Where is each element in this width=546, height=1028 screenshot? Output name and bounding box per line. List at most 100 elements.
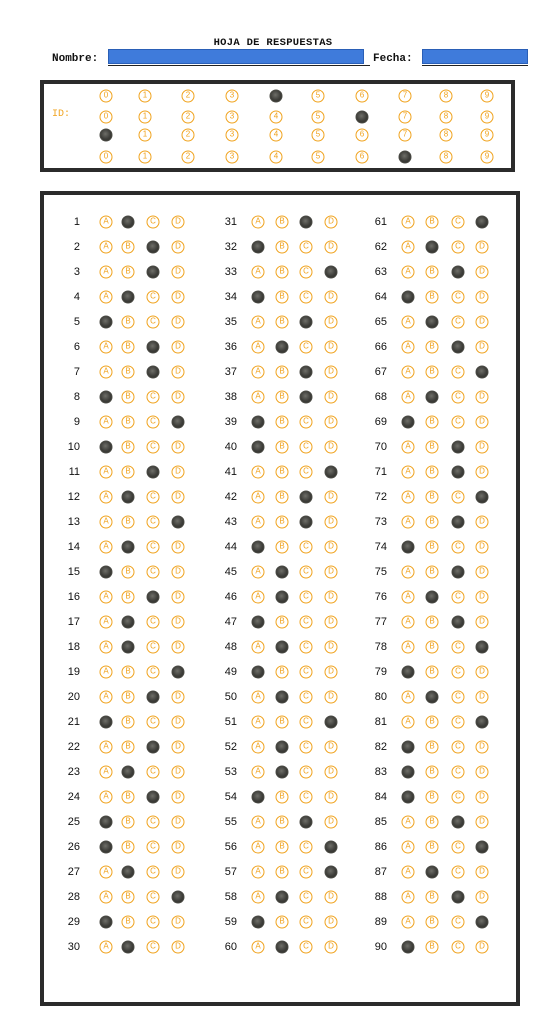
id-bubble[interactable]: 8 [439, 89, 453, 103]
answer-bubble[interactable]: A [401, 565, 415, 579]
answer-bubble[interactable]: A [251, 440, 265, 454]
answer-bubble[interactable]: A [401, 290, 415, 304]
answer-bubble[interactable]: B [275, 240, 289, 254]
answer-bubble[interactable]: A [99, 215, 113, 229]
answer-bubble[interactable]: B [275, 540, 289, 554]
id-bubble[interactable]: 5 [311, 150, 325, 164]
id-bubble[interactable]: 4 [269, 128, 283, 142]
answer-bubble[interactable]: C [299, 290, 313, 304]
answer-bubble[interactable]: A [251, 890, 265, 904]
answer-bubble[interactable]: B [425, 415, 439, 429]
answer-bubble[interactable]: D [475, 690, 489, 704]
id-bubble[interactable]: 2 [181, 89, 195, 103]
id-bubble[interactable]: 1 [138, 128, 152, 142]
answer-bubble[interactable]: D [324, 665, 338, 679]
answer-bubble[interactable]: A [99, 515, 113, 529]
answer-bubble[interactable]: A [401, 940, 415, 954]
id-bubble[interactable]: 8 [439, 110, 453, 124]
answer-bubble[interactable]: B [275, 690, 289, 704]
answer-bubble[interactable]: C [146, 515, 160, 529]
id-bubble[interactable]: 5 [311, 128, 325, 142]
id-bubble[interactable]: 6 [355, 89, 369, 103]
answer-bubble[interactable]: A [99, 915, 113, 929]
answer-bubble[interactable]: C [146, 940, 160, 954]
answer-bubble[interactable]: B [425, 940, 439, 954]
answer-bubble[interactable]: B [275, 215, 289, 229]
answer-bubble[interactable]: B [275, 740, 289, 754]
answer-bubble[interactable]: A [251, 390, 265, 404]
answer-bubble[interactable]: C [451, 865, 465, 879]
answer-bubble[interactable]: B [121, 765, 135, 779]
answer-bubble[interactable]: A [99, 415, 113, 429]
answer-bubble[interactable]: D [171, 590, 185, 604]
answer-bubble[interactable]: A [401, 265, 415, 279]
answer-bubble[interactable]: B [121, 915, 135, 929]
answer-bubble[interactable]: C [451, 615, 465, 629]
answer-bubble[interactable]: D [475, 415, 489, 429]
answer-bubble[interactable]: B [425, 215, 439, 229]
id-bubble[interactable]: 1 [138, 110, 152, 124]
answer-bubble[interactable]: D [324, 490, 338, 504]
answer-bubble[interactable]: A [251, 290, 265, 304]
answer-bubble[interactable]: A [99, 440, 113, 454]
answer-bubble[interactable]: C [146, 540, 160, 554]
answer-bubble[interactable]: A [99, 315, 113, 329]
answer-bubble[interactable]: A [99, 865, 113, 879]
answer-bubble[interactable]: B [121, 715, 135, 729]
answer-bubble[interactable]: C [146, 765, 160, 779]
answer-bubble[interactable]: A [99, 640, 113, 654]
answer-bubble[interactable]: A [251, 765, 265, 779]
answer-bubble[interactable]: A [401, 640, 415, 654]
answer-bubble[interactable]: B [275, 465, 289, 479]
answer-bubble[interactable]: A [401, 240, 415, 254]
answer-bubble[interactable]: B [275, 840, 289, 854]
answer-bubble[interactable]: C [146, 615, 160, 629]
answer-bubble[interactable]: B [121, 790, 135, 804]
answer-bubble[interactable]: D [171, 265, 185, 279]
answer-bubble[interactable]: B [425, 440, 439, 454]
answer-bubble[interactable]: B [121, 515, 135, 529]
answer-bubble[interactable]: D [171, 515, 185, 529]
answer-bubble[interactable]: B [121, 940, 135, 954]
answer-bubble[interactable]: C [146, 465, 160, 479]
answer-bubble[interactable]: B [121, 315, 135, 329]
id-bubble[interactable]: 0 [99, 110, 113, 124]
answer-bubble[interactable]: C [299, 240, 313, 254]
answer-bubble[interactable]: D [171, 465, 185, 479]
answer-bubble[interactable]: A [401, 615, 415, 629]
answer-bubble[interactable]: D [475, 590, 489, 604]
answer-bubble[interactable]: B [425, 665, 439, 679]
answer-bubble[interactable]: D [171, 415, 185, 429]
answer-bubble[interactable]: A [251, 740, 265, 754]
answer-bubble[interactable]: A [401, 490, 415, 504]
answer-bubble[interactable]: B [425, 590, 439, 604]
answer-bubble[interactable]: C [299, 215, 313, 229]
answer-bubble[interactable]: A [401, 890, 415, 904]
answer-bubble[interactable]: B [275, 490, 289, 504]
answer-bubble[interactable]: A [401, 440, 415, 454]
answer-bubble[interactable]: C [299, 390, 313, 404]
answer-bubble[interactable]: A [251, 915, 265, 929]
answer-bubble[interactable]: C [451, 365, 465, 379]
answer-bubble[interactable]: D [171, 490, 185, 504]
answer-bubble[interactable]: C [451, 940, 465, 954]
answer-bubble[interactable]: D [171, 290, 185, 304]
answer-bubble[interactable]: A [99, 715, 113, 729]
answer-bubble[interactable]: D [475, 840, 489, 854]
answer-bubble[interactable]: A [99, 740, 113, 754]
answer-bubble[interactable]: A [401, 415, 415, 429]
answer-bubble[interactable]: B [121, 865, 135, 879]
answer-bubble[interactable]: A [401, 665, 415, 679]
id-bubble[interactable]: 6 [355, 110, 369, 124]
answer-bubble[interactable]: C [451, 290, 465, 304]
answer-bubble[interactable]: D [475, 490, 489, 504]
answer-bubble[interactable]: C [299, 265, 313, 279]
answer-bubble[interactable]: C [299, 315, 313, 329]
answer-bubble[interactable]: B [121, 365, 135, 379]
answer-bubble[interactable]: D [475, 340, 489, 354]
id-bubble[interactable]: 9 [480, 150, 494, 164]
answer-bubble[interactable]: C [146, 440, 160, 454]
id-bubble[interactable]: 7 [398, 110, 412, 124]
id-bubble[interactable]: 3 [225, 110, 239, 124]
id-bubble[interactable]: 0 [99, 128, 113, 142]
